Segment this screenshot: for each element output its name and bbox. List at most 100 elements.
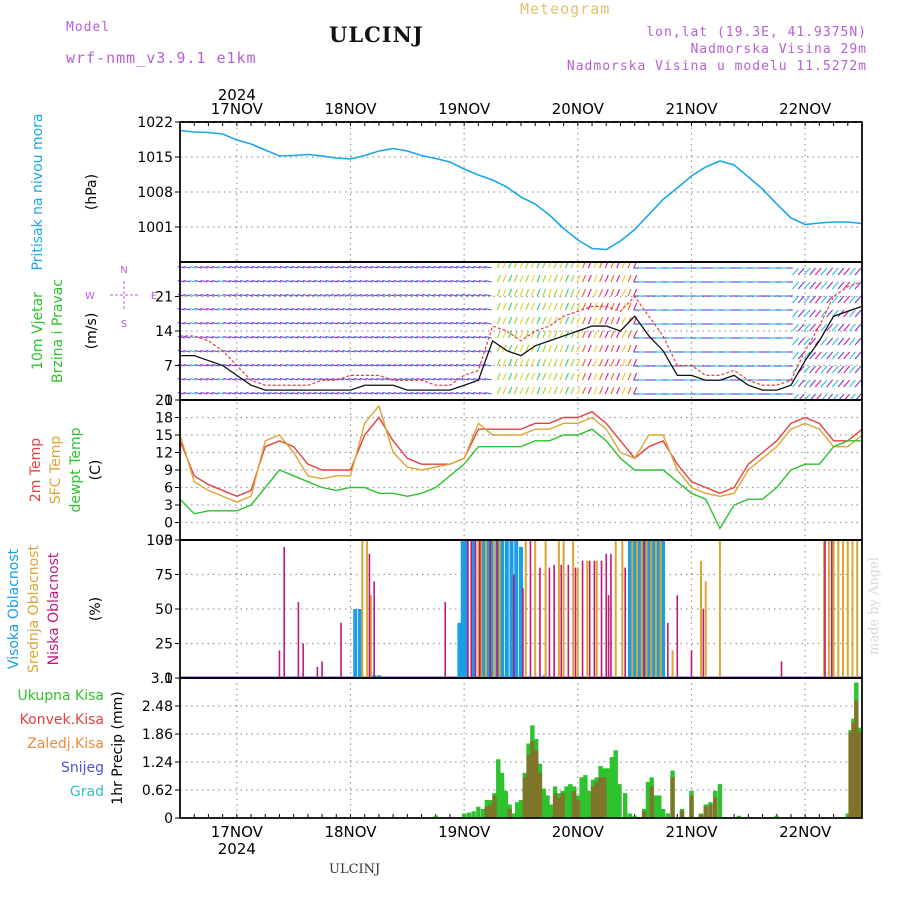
- cloud-bar: [522, 588, 524, 678]
- wind-barb: [393, 391, 401, 395]
- wind-barb: [587, 358, 592, 367]
- wind-barb: [587, 372, 592, 381]
- wind-barb: [565, 358, 570, 367]
- wind-barb: [820, 267, 828, 276]
- precip-bar-conv: [530, 741, 535, 818]
- precip-bar-conv: [488, 804, 493, 818]
- wind-barb: [268, 321, 276, 325]
- precip-bar-conv: [522, 777, 527, 818]
- wind-barb: [433, 321, 441, 325]
- wind-barb: [616, 274, 621, 283]
- wind-barb: [342, 321, 350, 325]
- wind-barb: [365, 279, 373, 283]
- precip-bar-total: [774, 815, 779, 818]
- wind-barb: [604, 330, 609, 339]
- wind-barb: [240, 265, 248, 269]
- cloud-bar: [650, 540, 653, 678]
- wind-barb: [792, 337, 799, 346]
- wind-barb: [285, 279, 293, 283]
- wind-barb: [478, 335, 487, 339]
- cloud-bar: [654, 540, 657, 678]
- wind-barb: [291, 335, 299, 339]
- wind-barb: [245, 321, 254, 325]
- wind-barb: [200, 279, 208, 283]
- cloud-bar: [567, 564, 570, 678]
- wind-barb: [217, 391, 225, 395]
- wind-barb: [593, 386, 598, 395]
- wind-barb: [633, 386, 638, 395]
- wind-barb: [439, 321, 447, 325]
- precip-bar-conv: [590, 786, 596, 818]
- wind-barb: [211, 349, 219, 353]
- wind-barb: [274, 391, 282, 395]
- precip-bar-conv: [712, 797, 718, 818]
- cloud-bar: [676, 595, 679, 678]
- wind-barb: [450, 265, 458, 269]
- wind-barb: [547, 372, 552, 381]
- wind-barb: [382, 391, 390, 395]
- wind-barb: [809, 351, 817, 360]
- wind-barb: [461, 377, 470, 381]
- wind-barb: [814, 295, 822, 304]
- wind-mean-line: [180, 305, 863, 391]
- wind-barb: [422, 293, 430, 297]
- wind-barb: [314, 265, 322, 269]
- wind-barb: [211, 279, 219, 283]
- wind-barb: [279, 293, 288, 297]
- wind-barb: [399, 279, 407, 283]
- wind-barb: [370, 349, 379, 353]
- cloud-bar: [297, 602, 300, 678]
- wind-barb: [331, 391, 339, 395]
- wind-barb: [444, 279, 452, 283]
- product-title: Meteogram: [520, 0, 611, 18]
- wind-barb: [484, 349, 492, 353]
- wind-barb: [610, 288, 615, 297]
- precip-bar-conv: [670, 777, 675, 818]
- wind-barb: [325, 307, 333, 311]
- wind-barb: [285, 321, 293, 325]
- cloud-bar: [504, 540, 509, 678]
- wind-barb: [393, 279, 401, 283]
- wind-barb: [211, 377, 219, 381]
- wind-barb: [262, 265, 271, 269]
- wind-ylabel-1: 10m Vjetar: [30, 292, 46, 370]
- wind-barb: [331, 321, 339, 325]
- wind-barb: [599, 386, 604, 395]
- wind-barb: [467, 307, 475, 311]
- wind-barb: [404, 265, 413, 269]
- wind-barb: [831, 379, 839, 388]
- precip-bar-conv: [851, 723, 856, 818]
- wind-barb: [376, 349, 384, 353]
- cloud-bar: [481, 540, 486, 678]
- precip-bar-total: [845, 813, 850, 818]
- wind-barb: [831, 295, 839, 304]
- cloud-bar: [842, 540, 845, 678]
- wind-barb: [820, 281, 828, 290]
- wind-barb: [404, 293, 413, 297]
- wind-barb: [274, 265, 282, 269]
- wind-barb: [177, 349, 185, 353]
- wind-barb: [519, 302, 524, 311]
- wind-barb: [245, 391, 254, 395]
- wind-barb: [336, 391, 344, 395]
- wind-barb: [508, 358, 513, 367]
- cloud-bar: [534, 540, 537, 678]
- wind-barb: [427, 293, 435, 297]
- wind-barb: [302, 307, 310, 311]
- wind-barb: [627, 358, 632, 367]
- wind-barb: [809, 267, 817, 276]
- wind-barb: [792, 309, 799, 318]
- wind-barb: [633, 288, 638, 297]
- wind-barb: [262, 279, 271, 283]
- y-tick-label: 1001: [137, 220, 173, 236]
- wind-barb: [257, 363, 265, 367]
- wind-barb: [478, 307, 487, 311]
- wind-barb: [803, 281, 811, 290]
- wind-barb: [188, 335, 197, 339]
- pressure-line: [179, 129, 863, 251]
- wind-barb: [245, 363, 254, 367]
- cloud-bar: [485, 540, 490, 678]
- wind-barb: [530, 316, 535, 325]
- wind-barb: [308, 391, 316, 395]
- wind-barb: [565, 316, 570, 325]
